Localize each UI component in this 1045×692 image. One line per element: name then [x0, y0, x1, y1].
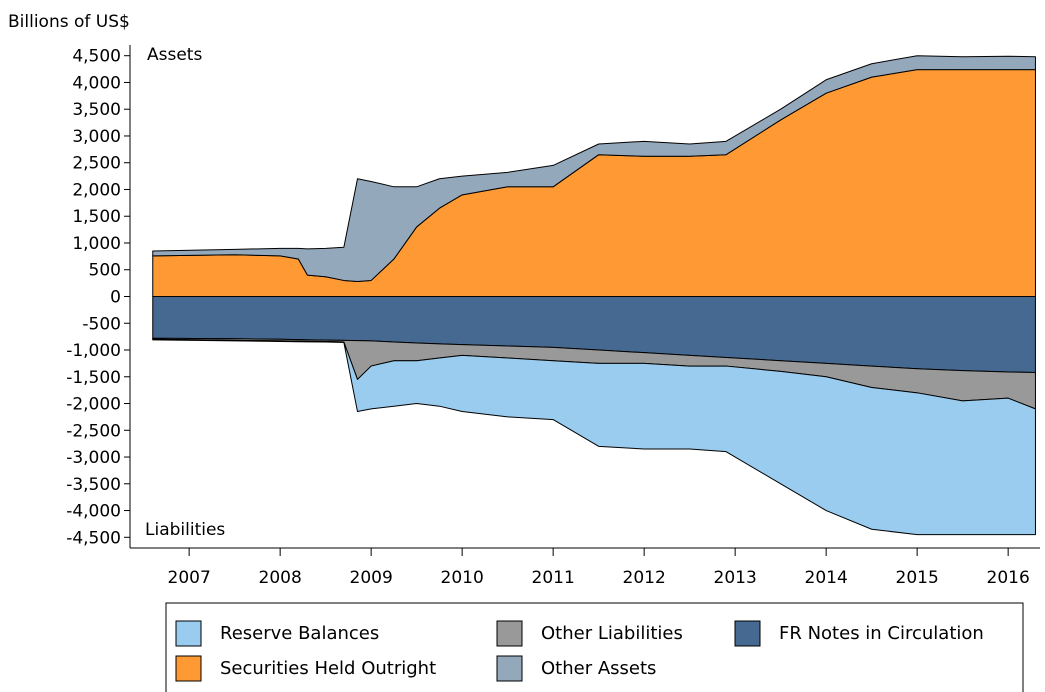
legend-label: Reserve Balances [220, 623, 379, 644]
x-tick-label: 2010 [441, 568, 484, 588]
y-tick-label: 500 [89, 261, 121, 281]
legend-label: Other Liabilities [541, 623, 683, 644]
y-tick-label: -500 [82, 314, 121, 334]
legend-label: FR Notes in Circulation [779, 623, 984, 644]
y-tick-label: -2,500 [66, 421, 121, 441]
y-tick-label: 2,500 [72, 154, 121, 174]
y-tick-label: -1,000 [66, 341, 121, 361]
y-tick-label: 4,500 [72, 47, 121, 67]
y-tick-label: -4,000 [66, 502, 121, 522]
area [152, 69, 1036, 297]
x-tick-label: 2014 [805, 568, 848, 588]
y-tick-label: -2,000 [66, 395, 121, 415]
annotation: Assets [147, 45, 202, 65]
legend-swatch [496, 620, 523, 647]
plot-area [152, 55, 1036, 536]
y-tick-label: -1,500 [66, 368, 121, 388]
x-tick-label: 2013 [714, 568, 757, 588]
legend [165, 602, 1024, 692]
x-tick-label: 2007 [168, 568, 211, 588]
y-tick-label: 1,500 [72, 207, 121, 227]
legend-swatch [175, 620, 202, 647]
y-tick-label: 3,500 [72, 100, 121, 120]
legend-swatch [734, 620, 761, 647]
x-tick-label: 2012 [623, 568, 666, 588]
area [152, 55, 1036, 283]
x-tick-label: 2009 [350, 568, 393, 588]
area [152, 338, 1036, 536]
legend-label: Other Assets [541, 658, 656, 679]
x-tick-label: 2011 [532, 568, 575, 588]
annotation: Liabilities [145, 520, 225, 540]
x-tick-label: 2008 [259, 568, 302, 588]
x-tick-label: 2016 [987, 568, 1030, 588]
y-tick-label: 2,000 [72, 180, 121, 200]
y-tick-label: -3,000 [66, 448, 121, 468]
y-tick-label: -4,500 [66, 528, 121, 548]
x-tick-label: 2015 [896, 568, 939, 588]
legend-swatch [496, 655, 523, 682]
y-tick-label: -3,500 [66, 475, 121, 495]
y-axis-label: Billions of US$ [8, 12, 130, 32]
y-tick-label: 4,000 [72, 73, 121, 93]
y-tick-label: 1,000 [72, 234, 121, 254]
legend-label: Securities Held Outright [220, 658, 436, 679]
y-tick-label: 0 [110, 288, 121, 308]
legend-swatch [175, 655, 202, 682]
y-tick-label: 3,000 [72, 127, 121, 147]
